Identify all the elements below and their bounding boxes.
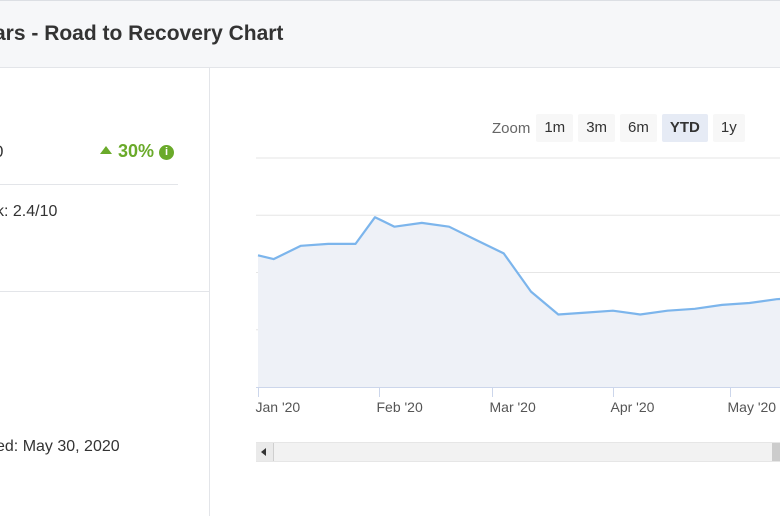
zoom-button-ytd[interactable]: YTD [661, 114, 708, 142]
zoom-button-1m[interactable]: 1m [536, 114, 574, 142]
last-updated-text: ed: May 30, 2020 [0, 438, 120, 455]
x-tick-label: Apr '20 [611, 399, 655, 415]
change-value: 30% [118, 141, 155, 161]
x-tick-label: Feb '20 [377, 399, 423, 415]
x-tick-label: Jan '20 [256, 399, 301, 415]
x-tick-label: May '20 [728, 399, 777, 415]
divider [0, 184, 178, 185]
risk-score-text: k: 2.4/10 [0, 203, 58, 220]
page-title: ars - Road to Recovery Chart [0, 22, 284, 45]
chart-scrollbar[interactable] [256, 442, 780, 462]
zoom-label: Zoom [492, 119, 531, 137]
x-tick-label: Mar '20 [490, 399, 536, 415]
value-fragment: 0 [0, 142, 3, 162]
change-indicator: 30% i [100, 141, 175, 162]
series-area [258, 217, 780, 387]
page-header: ars - Road to Recovery Chart [0, 0, 780, 68]
info-icon[interactable]: i [159, 145, 175, 160]
scrollbar-thumb[interactable] [772, 443, 780, 461]
zoom-button-6m[interactable]: 6m [620, 114, 657, 142]
divider [0, 291, 210, 292]
scroll-left-button[interactable] [256, 443, 274, 461]
arrow-left-icon [261, 448, 266, 456]
zoom-button-1y[interactable]: 1y [712, 114, 745, 142]
triangle-up-icon [100, 146, 112, 154]
zoom-toolbar: Zoom 1m 3m 6m YTD 1y [492, 114, 750, 142]
summary-panel: 0 30% i k: 2.4/10 ed: May 30, 2020 [0, 68, 210, 516]
zoom-button-3m[interactable]: 3m [578, 114, 616, 142]
series-line [257, 216, 780, 316]
